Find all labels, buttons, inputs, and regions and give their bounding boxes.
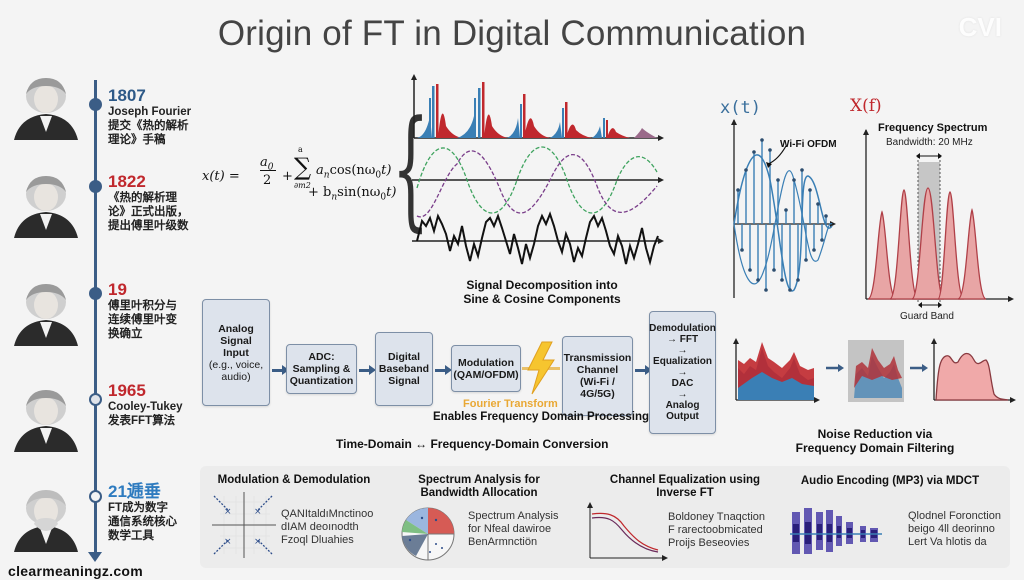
portrait-icon [14,176,78,238]
timeline-desc: 换确立 [108,328,143,340]
flow-arrow-icon [272,365,289,375]
fraction-bar [260,170,276,171]
noise-reduction-caption: Noise Reduction via Frequency Domain Fil… [795,427,955,455]
freq-domain-label: X(f) [850,96,882,116]
spectrum-title: Frequency Spectrum [878,122,988,134]
svg-text:×: × [224,507,232,517]
app-desc-audio: Qlodnel Foronction beigo 4ll deorinno Le… [908,510,1001,548]
site-url: clearmeaningz.com [8,563,144,579]
timeline-entry: 1965 Cooley-Tukey 发表FFT算法 [108,381,198,428]
app-desc-spectrum: Spectrum Analysis for Nfeal dawiroe BenA… [468,510,559,548]
app-desc-equalization: Boldoney Tnaqction F rarectoobmicated Pr… [668,511,766,549]
timeline-desc: 傅里叶积分与 [108,300,177,312]
app-title-equalization: Channel Equalization using Inverse FT [609,474,761,499]
portrait-icon [14,490,78,552]
flow-box-digital-baseband: Digital Baseband Signal [375,332,433,406]
timeline-entry: 19 傅里叶积分与 连续傅里叶变 换确立 [108,280,198,341]
timeline-desc: 连续傅里叶变 [108,314,177,326]
cvi-logo: CVI [958,12,1002,42]
brace-icon: { [392,92,430,244]
flow-box-analog-input: Analog Signal Input (e.g., voice, audio) [202,299,270,406]
flow-box-demodulation: Demodulation → FFT → Equalization → DAC … [649,311,716,434]
ofdm-time-chart [731,119,836,298]
timeline-desc: 通信系统核心 [108,516,177,528]
guard-band-label: Guard Band [900,311,954,322]
timeline-desc: 提出傅里叶级数 [108,220,189,232]
svg-text:×: × [224,537,232,547]
timeline-dot [89,393,102,406]
sum-lower: ∂m2 [294,181,311,190]
timeline-desc: 论》正式出版， [108,206,189,218]
app-title-spectrum: Spectrum Analysis for Bandwidth Allocati… [418,474,540,499]
ofdm-spectrum-chart [863,129,1014,308]
flow-arrow-icon [435,365,452,375]
timeline-desc: 《热的解析理 [108,192,177,204]
timeline-year: 1807 [108,86,146,105]
wifi-ofdm-label: Wi-Fi OFDM [780,139,837,150]
timeline-year: 1965 [108,381,146,400]
portrait-icon [14,78,78,140]
timeline-year: 19 [108,280,127,299]
timeline-desc: 提交《热的解析 [108,120,189,132]
app-desc-modulation: QANItaldıMnctinoo dIAM deoınodth Fzoql D… [281,508,374,546]
timeline-desc: Cooley-Tukey [108,401,183,413]
spectrogram-icon [790,508,882,554]
svg-text:×: × [254,507,262,517]
conversion-label: Time-Domain ↔ Frequency-Domain Conversio… [336,437,609,451]
sum-upper: a [298,145,303,154]
decomposition-caption: Signal Decomposition into Sine & Cosine … [463,278,621,306]
formula-term1: ancos(nω0t) [316,163,392,181]
timeline-desc: Joseph Fourier [108,106,192,118]
timeline-dot [89,98,102,111]
timeline-arrow-icon [88,552,102,562]
timeline-dot [89,180,102,193]
flow-arrow-icon [359,365,376,375]
time-domain-label: x(t) [720,98,761,118]
timeline-line [94,80,97,558]
timeline-dot [89,490,102,503]
timeline-desc: FT成为数字 [108,502,169,514]
decomposition-chart [411,74,664,266]
app-title-modulation: Modulation & Demodulation [217,474,371,486]
timeline-dot [89,287,102,300]
timeline-desc: 发表FFT算法 [108,415,176,427]
formula-lhs: x(t) = [202,169,240,184]
lightning-icon [527,341,555,395]
bandwidth-label: Bandwidth: 20 MHz [886,137,973,148]
timeline-entry: 1822 《热的解析理 论》正式出版， 提出傅里叶级数 [108,172,198,233]
noise-reduction-chart [733,338,1016,403]
sigma-icon: ∑ [294,153,312,181]
formula-den: 2 [263,173,272,188]
applications-panel [200,466,1010,568]
formula-term2: + bnsin(nω0t) [308,185,397,203]
timeline-entry: 21逓垂 FT成为数字 通信系统核心 数学工具 [108,482,198,543]
pie-chart-icon [401,507,455,561]
timeline-year: 1822 [108,172,146,191]
flow-box-transmission: Transmission Channel (Wi-Fi / 4G/5G) [562,336,633,416]
fourier-transform-label: Fourier Transform [463,398,558,410]
equalization-curve-icon [587,502,668,561]
timeline-entry: 1807 Joseph Fourier 提交《热的解析 理论》手稿 [108,86,198,147]
timeline-desc: 理论》手稿 [108,134,166,146]
timeline-desc: 数学工具 [108,530,154,542]
flow-box-adc: ADC: Sampling & Quantization [286,344,357,394]
formula-a0: a0 [260,155,274,173]
portrait-icon [14,390,78,452]
portrait-icon [14,284,78,346]
svg-text:×: × [254,537,262,547]
qam-constellation-icon: × × × × [212,492,276,558]
formula-plus: + [282,169,293,184]
flow-box-modulation: Modulation (QAM/OFDM) [451,345,521,392]
fourier-transform-sublabel: Enables Frequency Domain Processing [433,411,650,423]
page-title: Origin of FT in Digital Communication [217,14,807,53]
timeline-year: 21逓垂 [108,482,161,501]
app-title-audio: Audio Encoding (MP3) via MDCT [800,475,980,487]
flow-arrow-icon [635,365,652,375]
